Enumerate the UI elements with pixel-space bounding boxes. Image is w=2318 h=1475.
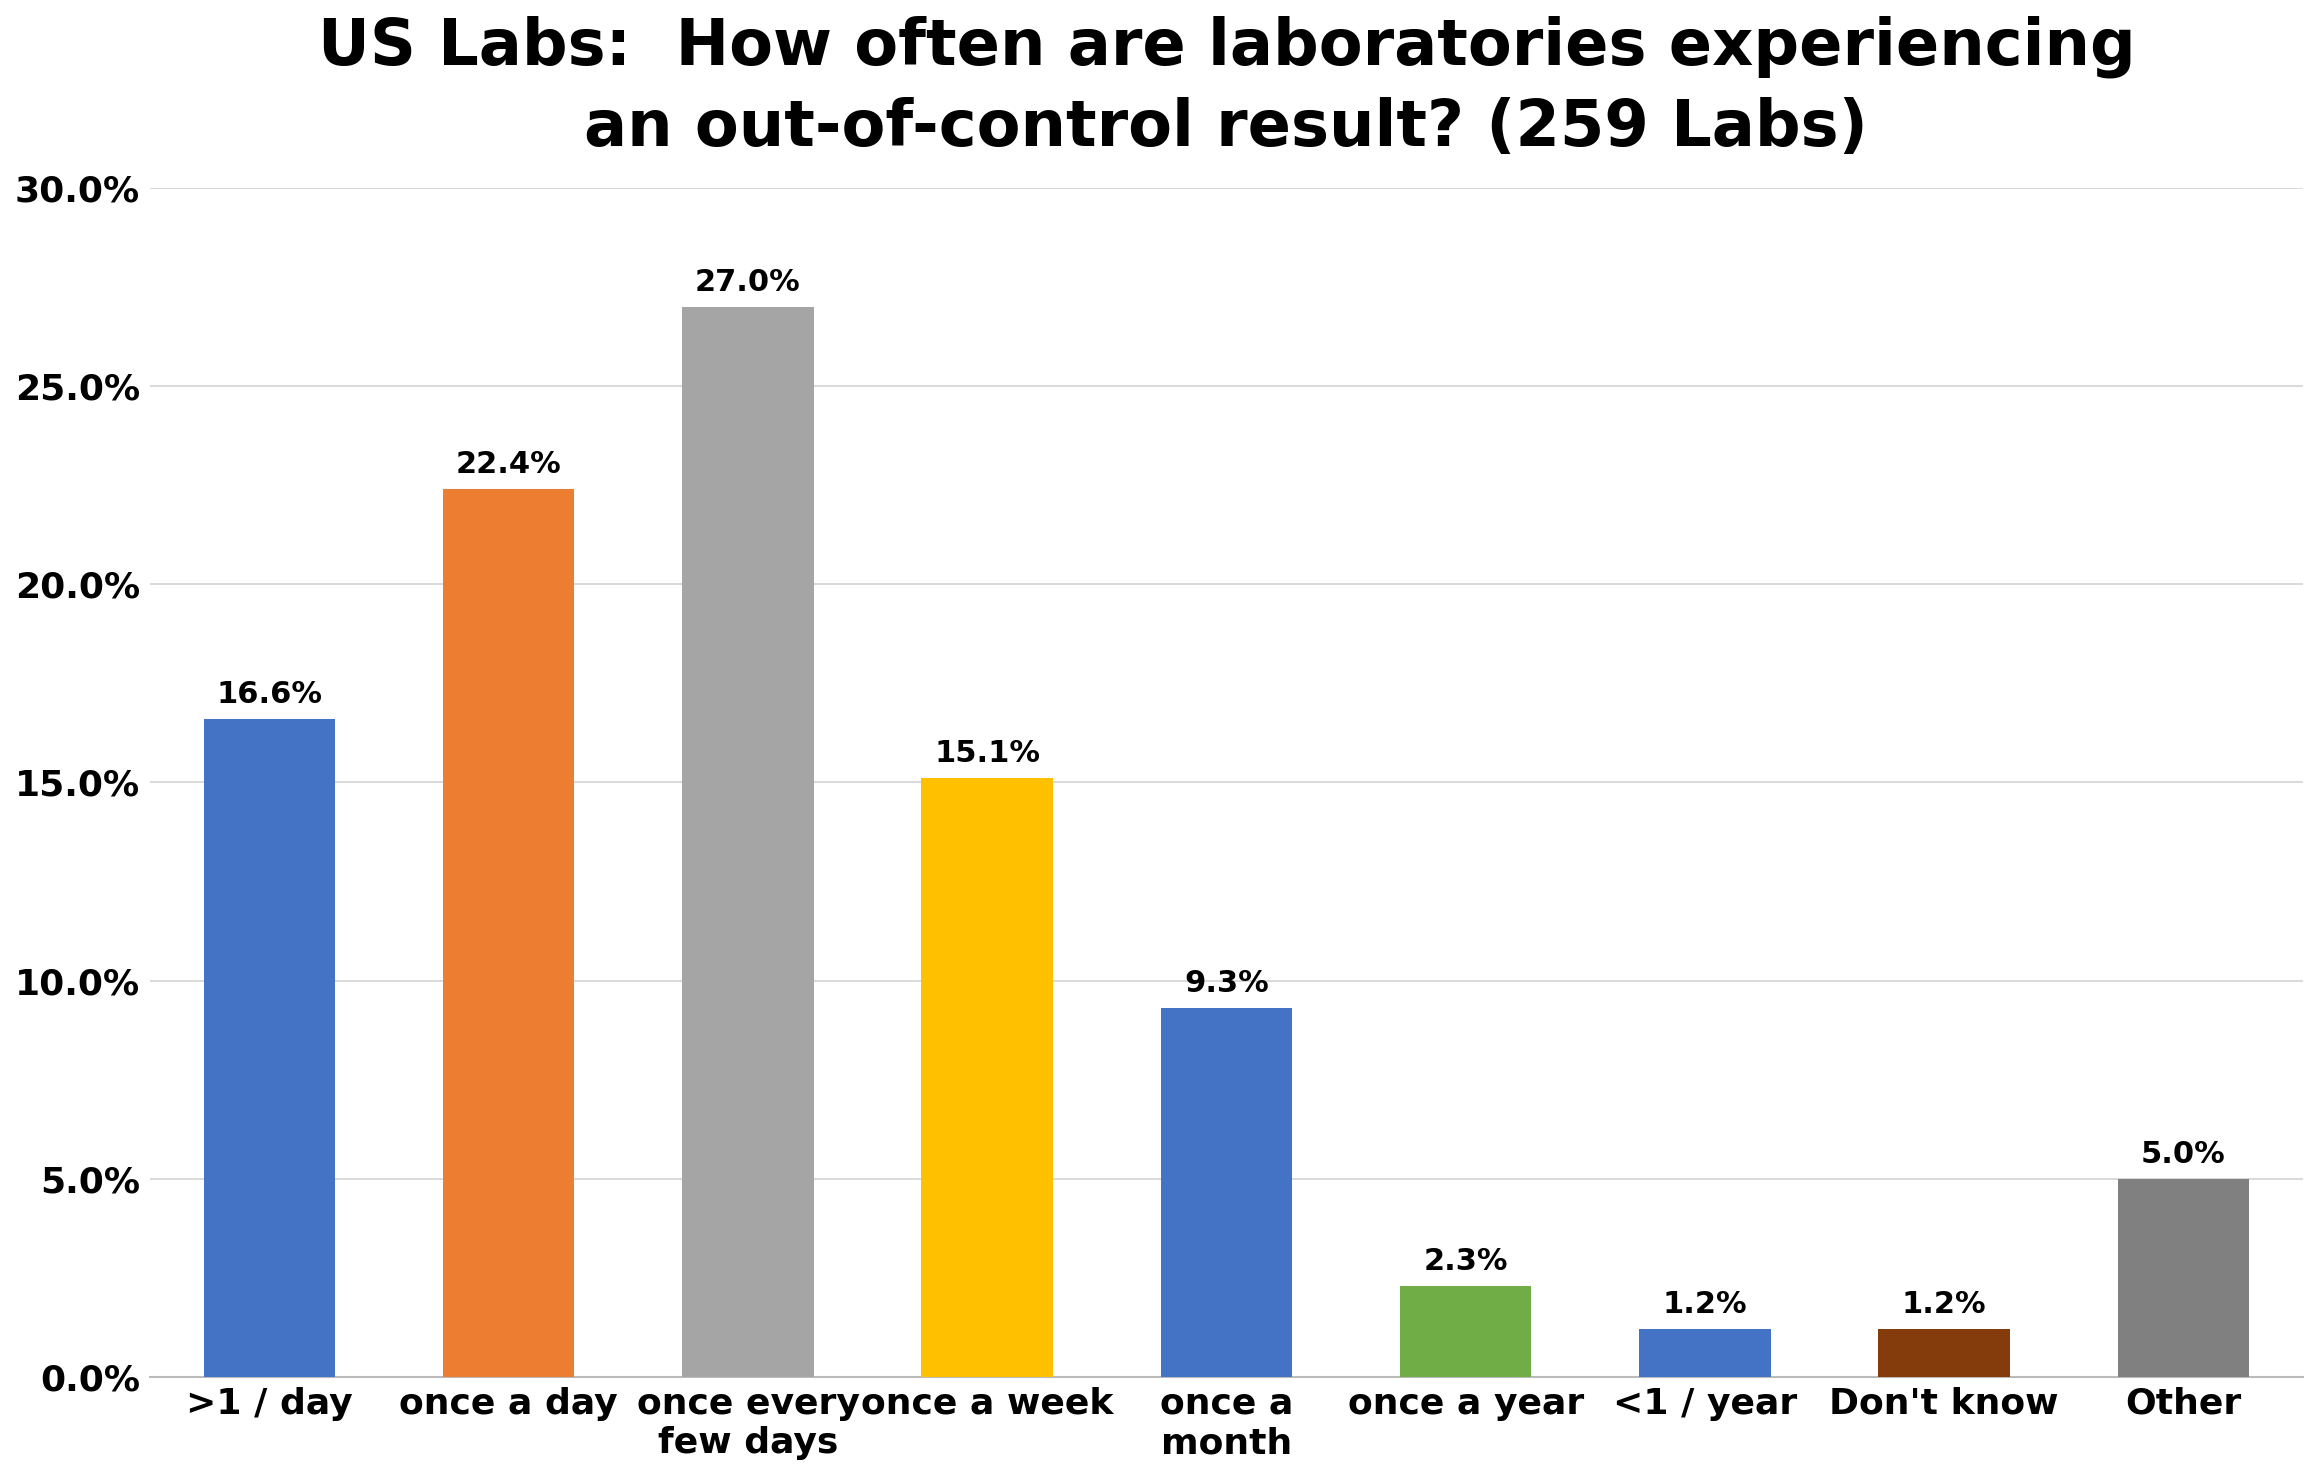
Bar [1400, 1286, 1532, 1376]
Text: 15.1%: 15.1% [934, 739, 1041, 768]
Bar [1639, 1329, 1771, 1376]
Bar [204, 718, 336, 1376]
Text: 27.0%: 27.0% [695, 268, 800, 296]
Text: 9.3%: 9.3% [1184, 969, 1268, 999]
Bar [2119, 1179, 2248, 1376]
Title: US Labs:  How often are laboratories experiencing
an out-of-control result? (259: US Labs: How often are laboratories expe… [318, 15, 2135, 159]
Text: 1.2%: 1.2% [1662, 1291, 1748, 1320]
Bar [1878, 1329, 2010, 1376]
Text: 5.0%: 5.0% [2142, 1140, 2225, 1168]
Text: 2.3%: 2.3% [1423, 1246, 1509, 1276]
Bar [920, 779, 1052, 1376]
Bar [1161, 1009, 1291, 1376]
Text: 22.4%: 22.4% [457, 450, 561, 479]
Bar [443, 490, 575, 1376]
Bar [681, 307, 814, 1376]
Text: 16.6%: 16.6% [216, 680, 322, 709]
Text: 1.2%: 1.2% [1901, 1291, 1987, 1320]
